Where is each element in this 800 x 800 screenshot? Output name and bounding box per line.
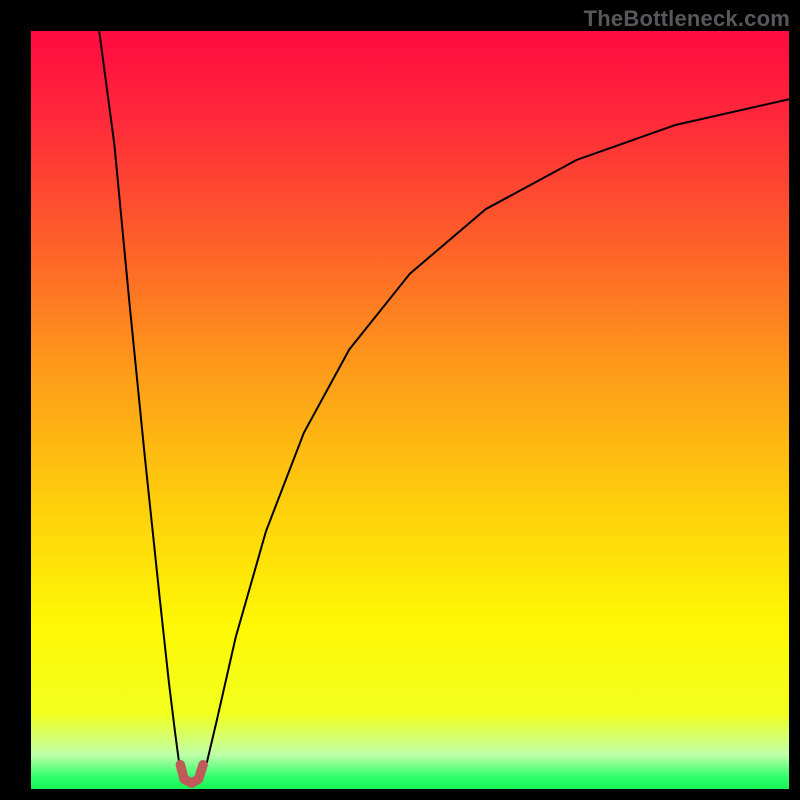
chart-stage: TheBottleneck.com xyxy=(0,0,800,800)
watermark-text: TheBottleneck.com xyxy=(584,6,790,32)
chart-svg xyxy=(0,0,800,800)
plot-background xyxy=(31,31,789,789)
